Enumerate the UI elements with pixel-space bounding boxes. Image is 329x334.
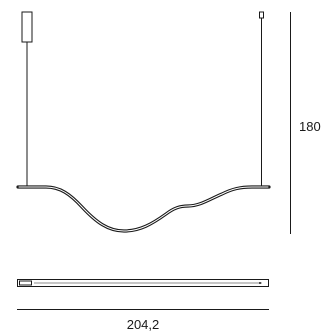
- bottom-view-left-end-cap: [19, 280, 32, 286]
- bottom-view: [17, 279, 269, 287]
- right-ceiling-anchor: [259, 11, 264, 19]
- width-dimension-label: 204,2: [127, 317, 160, 332]
- width-dimension: 204,2: [17, 309, 269, 332]
- wavy-luminaire-body-inner: [18, 186, 269, 232]
- front-view: [16, 11, 271, 233]
- height-dimension: 180: [290, 12, 321, 234]
- wavy-luminaire-body: [16, 185, 271, 233]
- height-dimension-label: 180: [299, 119, 321, 134]
- left-ceiling-canopy: [21, 11, 33, 43]
- bottom-view-right-fixing-point: [259, 282, 261, 284]
